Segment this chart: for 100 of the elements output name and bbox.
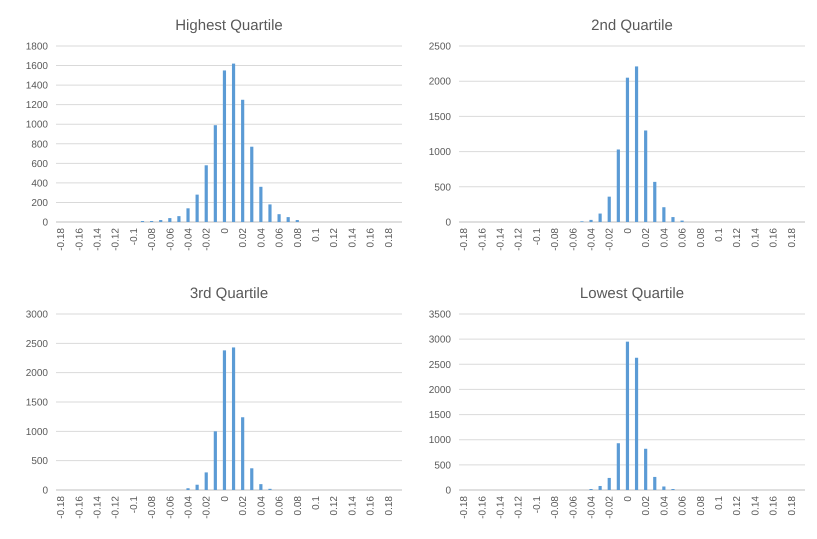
x-tick-label: 0.18 (384, 228, 395, 248)
x-tick-label: 0 (622, 496, 634, 502)
bar (268, 204, 272, 222)
bar (634, 358, 638, 490)
chart-title: 3rd Quartile (190, 285, 268, 302)
y-tick-label: 2000 (428, 76, 452, 88)
x-tick-label: 0.14 (750, 228, 762, 248)
y-tick-label: 500 (434, 460, 452, 472)
bar (598, 486, 602, 490)
bar (186, 208, 190, 222)
x-tick-label: 0.1 (714, 228, 725, 242)
bar (222, 70, 226, 222)
bar (653, 476, 656, 490)
bar (608, 196, 611, 222)
x-tick-label: -0.04 (586, 228, 598, 251)
bar (204, 165, 208, 222)
bar (168, 218, 172, 222)
y-tick-label: 1000 (428, 435, 452, 446)
x-tick-label: -0.02 (604, 228, 616, 251)
x-tick-label: 0.04 (256, 228, 268, 248)
y-tick-label: 1400 (26, 80, 48, 92)
bar (662, 207, 666, 222)
y-tick-label: 2000 (428, 384, 452, 396)
bar (626, 342, 630, 490)
bar (286, 217, 290, 222)
x-tick-label: 0.14 (347, 228, 358, 248)
x-tick-label: -0.12 (110, 496, 122, 519)
x-tick-label: -0.18 (459, 496, 470, 519)
y-tick-label: 2000 (26, 368, 48, 380)
bar (598, 214, 602, 222)
x-tick-label: 0.14 (347, 496, 358, 516)
x-tick-label: 0.04 (256, 496, 268, 516)
bar (616, 149, 620, 222)
bar (616, 443, 620, 490)
x-tick-label: -0.14 (495, 228, 506, 251)
x-tick-label: -0.08 (147, 228, 158, 251)
bar (204, 472, 208, 490)
x-tick-label: 0.04 (659, 228, 670, 248)
x-tick-label: 0.18 (786, 496, 798, 516)
bar (259, 186, 262, 222)
x-tick-label: -0.18 (56, 228, 68, 251)
x-tick-label: 0.02 (238, 496, 250, 516)
x-tick-label: 0.12 (329, 228, 340, 248)
bar (644, 130, 648, 222)
y-tick-label: 1200 (26, 100, 48, 112)
x-tick-label: 0.02 (641, 496, 652, 516)
bar (250, 468, 254, 490)
x-tick-label: -0.06 (568, 228, 580, 251)
y-tick-label: 2500 (428, 360, 452, 371)
x-tick-label: -0.14 (92, 496, 104, 519)
y-tick-label: 3000 (26, 310, 48, 320)
x-tick-label: -0.08 (147, 496, 158, 519)
bar (250, 146, 254, 222)
chart-title: Lowest Quartile (580, 285, 684, 302)
chart-title: 2nd Quartile (591, 17, 673, 34)
x-tick-label: 0.02 (238, 228, 250, 248)
x-tick-label: 0 (622, 228, 634, 234)
x-tick-label: -0.16 (74, 228, 86, 251)
x-tick-label: 0.1 (311, 496, 322, 510)
y-tick-label: 600 (31, 158, 48, 170)
x-tick-label: 0.02 (641, 228, 652, 248)
chart-title: Highest Quartile (175, 17, 283, 34)
x-tick-label: 0.08 (292, 496, 304, 516)
x-tick-label: 0.18 (384, 496, 395, 516)
y-tick-label: 1500 (428, 410, 452, 422)
y-tick-label: 1600 (26, 61, 48, 72)
bar (671, 217, 675, 222)
x-tick-label: 0.06 (678, 496, 689, 516)
bar (626, 78, 630, 222)
y-tick-label: 500 (434, 182, 452, 194)
y-tick-label: 1000 (428, 147, 452, 158)
x-tick-label: -0.04 (586, 496, 598, 519)
bar (277, 214, 281, 222)
x-tick-label: -0.14 (92, 228, 104, 251)
x-tick-label: 0.12 (732, 228, 744, 248)
x-tick-label: -0.02 (604, 496, 616, 519)
bar (653, 182, 656, 222)
bar (232, 64, 236, 222)
y-tick-label: 1000 (26, 120, 48, 131)
x-tick-label: -0.16 (74, 496, 86, 519)
x-tick-label: -0.1 (128, 496, 140, 514)
x-tick-label: 0.12 (329, 496, 340, 516)
x-tick-label: -0.08 (550, 228, 562, 251)
x-tick-label: 0.08 (696, 228, 707, 248)
y-tick-label: 1500 (26, 398, 48, 408)
x-tick-label: -0.08 (550, 496, 562, 519)
bar (634, 66, 638, 222)
bar (259, 484, 262, 490)
x-tick-label: 0.06 (274, 228, 286, 248)
x-tick-label: -0.12 (514, 496, 525, 519)
bar (241, 100, 244, 222)
x-tick-label: -0.02 (202, 228, 213, 251)
x-tick-label: 0.16 (768, 228, 780, 248)
bar (177, 216, 181, 222)
x-tick-label: 0.06 (678, 228, 689, 248)
x-tick-label: -0.12 (514, 228, 525, 251)
y-tick-label: 2500 (26, 338, 48, 350)
y-tick-label: 1800 (26, 42, 48, 52)
x-tick-label: -0.18 (459, 228, 470, 251)
x-tick-label: -0.04 (184, 496, 195, 519)
